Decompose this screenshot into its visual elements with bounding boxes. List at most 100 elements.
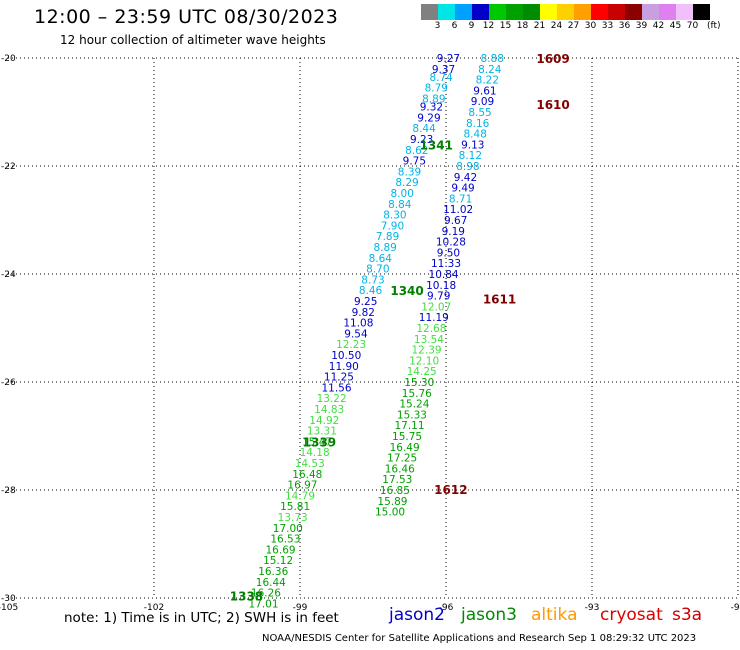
y-tick-label: -28 — [1, 486, 16, 496]
swh-value-label: 12.68 — [416, 323, 446, 335]
legend-threshold: 21 — [533, 21, 546, 31]
swh-value-label: 16.53 — [270, 534, 300, 546]
legend-swatch — [608, 4, 625, 20]
swh-value-label: 8.30 — [383, 210, 406, 222]
swh-value-label: 7.90 — [381, 220, 404, 232]
legend-threshold: 36 — [618, 21, 631, 31]
swh-value-label: 16.26 — [251, 588, 281, 600]
swh-value-label: 9.49 — [451, 183, 474, 195]
swh-value-label: 16.85 — [380, 485, 410, 497]
swh-value-label: 14.18 — [300, 447, 330, 459]
swh-value-label: 16.69 — [266, 544, 296, 556]
mission-cryosat: cryosat — [600, 605, 663, 625]
y-tick-label: -24 — [1, 270, 16, 280]
swh-value-label: 9.82 — [352, 307, 375, 319]
time-label: 1612 — [434, 483, 467, 497]
swh-value-label: 16.48 — [292, 469, 322, 481]
mission-s3a: s3a — [672, 605, 703, 625]
color-legend — [421, 4, 710, 20]
swh-value-label: 8.88 — [481, 53, 504, 65]
legend-threshold: 3 — [434, 21, 441, 31]
swh-value-label: 9.32 — [420, 102, 443, 114]
swh-value-label: 12.10 — [409, 355, 439, 367]
legend-threshold: 30 — [584, 21, 597, 31]
legend-threshold: 27 — [567, 21, 580, 31]
legend-threshold: 24 — [550, 21, 563, 31]
swh-value-label: 8.84 — [388, 199, 412, 211]
swh-value-label: 11.33 — [431, 258, 461, 270]
legend-swatch — [625, 4, 642, 20]
swh-value-label: 8.55 — [468, 107, 491, 119]
swh-value-label: 15.00 — [375, 507, 405, 519]
swh-value-label: 11.08 — [343, 318, 373, 330]
legend-swatch — [591, 4, 608, 20]
time-label: 1609 — [536, 52, 569, 66]
swh-value-label: 15.33 — [397, 409, 427, 421]
swh-value-label: 16.97 — [287, 480, 317, 492]
swh-value-label: 8.00 — [391, 188, 414, 200]
swh-value-label: 14.79 — [285, 490, 315, 502]
swh-value-label: 9.42 — [454, 172, 477, 184]
swh-value-label: 9.09 — [471, 96, 494, 108]
legend-threshold: 15 — [499, 21, 512, 31]
swh-value-label: 15.30 — [404, 377, 434, 389]
swh-value-label: 8.79 — [425, 83, 448, 95]
swh-value-label: 11.56 — [321, 382, 351, 394]
time-label: 1610 — [536, 98, 569, 112]
x-tick-label: -99 — [293, 603, 308, 613]
time-label: 1611 — [483, 292, 516, 306]
legend-swatch — [540, 4, 557, 20]
swh-value-label: 16.49 — [390, 442, 420, 454]
swh-value-label: 15.89 — [377, 496, 407, 508]
x-tick-label: -102 — [144, 603, 164, 613]
legend-threshold: 42 — [652, 21, 665, 31]
swh-value-label: 13.73 — [278, 512, 308, 524]
time-label: 1339 — [303, 435, 336, 449]
swh-value-label: 9.50 — [437, 247, 460, 259]
legend-swatch — [574, 4, 591, 20]
swh-value-label: 10.84 — [429, 269, 459, 281]
swh-value-label: 8.64 — [369, 253, 393, 265]
swh-value-label: 8.46 — [359, 285, 383, 297]
mission-jason2: jason2 — [389, 605, 445, 625]
legend-threshold: 39 — [635, 21, 648, 31]
swh-value-label: 13.22 — [317, 393, 347, 405]
legend-swatch — [523, 4, 540, 20]
swh-value-label: 9.29 — [417, 112, 440, 124]
swh-value-label: 11.19 — [419, 312, 449, 324]
swh-value-label: 9.75 — [403, 156, 426, 168]
legend-swatch — [489, 4, 506, 20]
legend-swatch — [659, 4, 676, 20]
chart-title: 12:00 – 23:59 UTC 08/30/2023 — [34, 6, 339, 28]
swh-value-label: 15.47 — [302, 436, 332, 448]
legend-threshold: 6 — [451, 21, 458, 31]
legend-threshold: 9 — [468, 21, 475, 31]
chart-subtitle: 12 hour collection of altimeter wave hei… — [60, 33, 326, 47]
mission-jason3: jason3 — [461, 605, 517, 625]
swh-value-label: 17.00 — [273, 523, 303, 535]
swh-value-label: 9.25 — [354, 296, 377, 308]
swh-value-label: 8.89 — [422, 94, 445, 106]
legend-swatch — [676, 4, 693, 20]
swh-value-label: 9.79 — [427, 291, 450, 303]
swh-value-label: 11.90 — [329, 361, 359, 373]
swh-value-label: 8.44 — [412, 123, 436, 135]
swh-value-label: 9.67 — [444, 215, 467, 227]
swh-value-label: 8.62 — [405, 145, 428, 157]
swh-value-label: 7.89 — [376, 231, 399, 243]
legend-swatch — [693, 4, 710, 20]
swh-value-label: 8.71 — [449, 193, 472, 205]
swh-value-label: 14.92 — [309, 415, 339, 427]
y-tick-label: -20 — [1, 54, 16, 64]
swh-value-label: 10.28 — [436, 237, 466, 249]
y-tick-label: -26 — [1, 378, 16, 388]
legend-threshold: 12 — [482, 21, 495, 31]
swh-value-label: 15.75 — [392, 431, 422, 443]
swh-value-label: 9.61 — [473, 85, 496, 97]
swh-value-label: 16.46 — [385, 463, 415, 475]
swh-value-label: 15.24 — [399, 399, 429, 411]
swh-value-label: 14.53 — [295, 458, 325, 470]
x-tick-label: -96 — [439, 603, 454, 613]
y-tick-label: -30 — [1, 594, 16, 604]
swh-value-label: 17.11 — [394, 420, 424, 432]
